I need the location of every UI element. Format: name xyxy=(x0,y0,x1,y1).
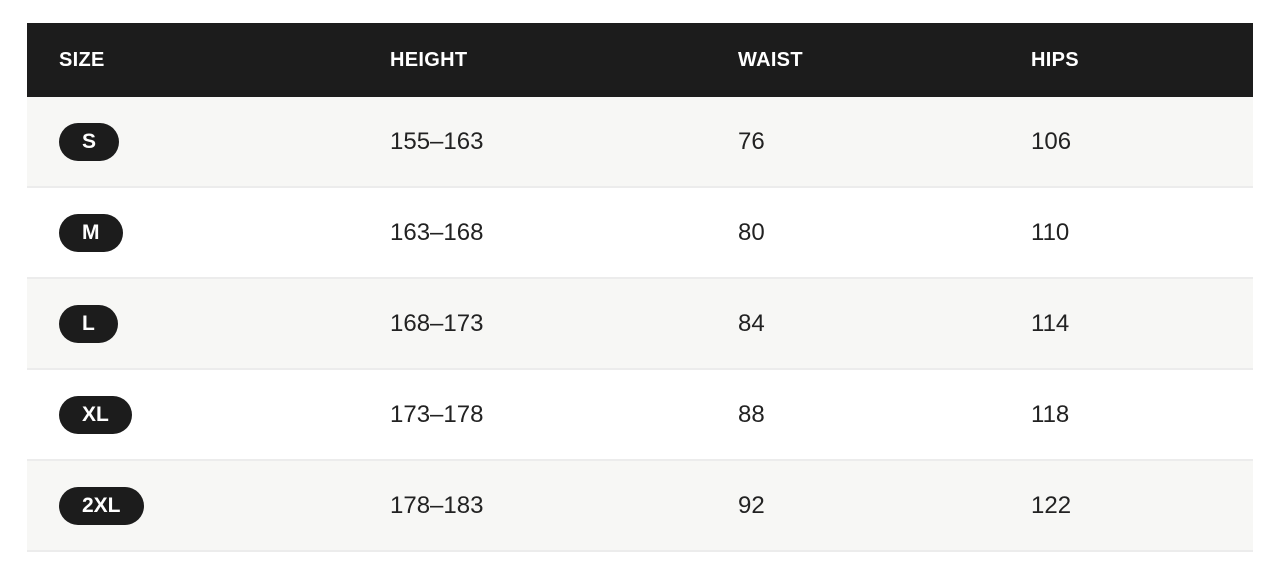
height-cell: 178–183 xyxy=(390,492,484,519)
hips-cell: 118 xyxy=(1031,401,1070,428)
size-badge: L xyxy=(59,305,118,343)
hips-cell: 110 xyxy=(1031,219,1070,246)
table-row: XL 173–178 88 118 xyxy=(27,370,1253,461)
waist-cell: 92 xyxy=(738,492,765,519)
size-badge: M xyxy=(59,214,123,252)
header-hips: HIPS xyxy=(1031,49,1079,71)
hips-cell: 122 xyxy=(1031,492,1072,519)
table-row: M 163–168 80 110 xyxy=(27,188,1253,279)
height-cell: 163–168 xyxy=(390,219,484,246)
height-cell: 155–163 xyxy=(390,128,484,155)
height-cell: 173–178 xyxy=(390,401,484,428)
table-row: S 155–163 76 106 xyxy=(27,97,1253,188)
size-badge: S xyxy=(59,123,120,161)
size-badge: 2XL xyxy=(59,487,144,525)
waist-cell: 84 xyxy=(738,310,765,337)
header-size: SIZE xyxy=(59,49,105,71)
header-waist: WAIST xyxy=(738,49,803,71)
size-badge: XL xyxy=(59,396,132,434)
table-row: 2XL 178–183 92 122 xyxy=(27,461,1253,552)
table-header: SIZE HEIGHT WAIST HIPS xyxy=(27,23,1253,97)
header-height: HEIGHT xyxy=(390,49,468,71)
waist-cell: 76 xyxy=(738,128,765,155)
table-row: L 168–173 84 114 xyxy=(27,279,1253,370)
waist-cell: 88 xyxy=(738,401,765,428)
size-chart-table: SIZE HEIGHT WAIST HIPS S 155–163 76 106 M 163… xyxy=(27,23,1253,552)
hips-cell: 106 xyxy=(1031,128,1072,155)
height-cell: 168–173 xyxy=(390,310,484,337)
waist-cell: 80 xyxy=(738,219,765,246)
hips-cell: 114 xyxy=(1031,310,1070,337)
